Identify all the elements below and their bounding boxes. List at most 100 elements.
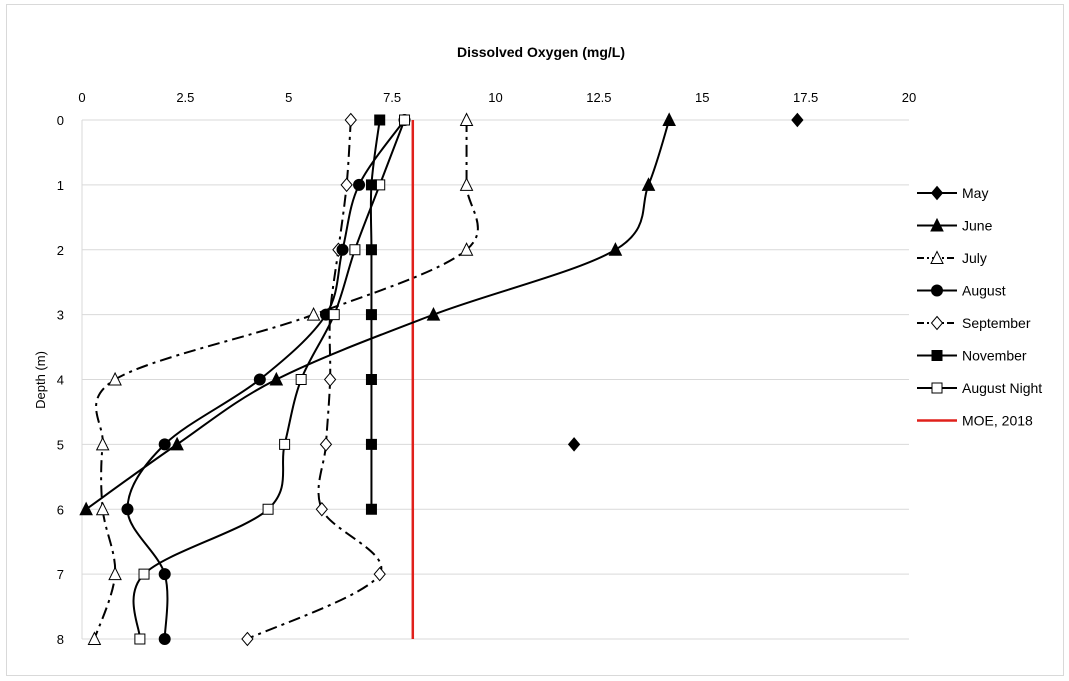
data-point xyxy=(349,244,361,256)
series-june xyxy=(79,112,676,516)
chart-frame xyxy=(6,4,1064,676)
y-tick-label: 0 xyxy=(57,113,64,128)
data-point xyxy=(373,566,386,582)
data-point xyxy=(353,178,366,191)
data-point xyxy=(269,371,284,386)
x-tick-label: 12.5 xyxy=(586,90,611,105)
data-point xyxy=(295,374,307,385)
y-tick-label: 2 xyxy=(57,243,64,258)
gridlines xyxy=(81,119,909,640)
x-tick-label: 5 xyxy=(285,90,292,105)
data-point xyxy=(365,244,377,256)
data-point xyxy=(365,503,377,515)
y-tick-label: 6 xyxy=(57,502,64,517)
data-point xyxy=(315,501,328,517)
legend-marker xyxy=(930,315,944,331)
y-tick-label: 5 xyxy=(57,437,64,452)
data-point xyxy=(426,307,441,321)
y-tick-label: 4 xyxy=(57,373,64,388)
data-point xyxy=(641,177,656,191)
legend-item: September xyxy=(917,315,1031,331)
data-point xyxy=(138,568,150,580)
data-point xyxy=(567,437,581,452)
plot-series xyxy=(79,112,804,647)
legend-marker xyxy=(931,382,943,394)
legend-label: MOE, 2018 xyxy=(962,413,1033,429)
series-line xyxy=(93,120,479,640)
legend-item: July xyxy=(917,250,987,266)
series-november xyxy=(365,114,386,515)
y-tick-label: 1 xyxy=(57,178,64,193)
legend-marker xyxy=(931,284,943,297)
data-point xyxy=(262,503,274,515)
y-tick-label: 3 xyxy=(57,308,64,323)
data-point xyxy=(279,438,291,450)
data-point xyxy=(241,631,254,647)
data-point xyxy=(306,307,321,321)
data-point xyxy=(365,438,377,450)
data-point xyxy=(344,112,357,128)
legend-marker xyxy=(931,350,943,361)
data-point xyxy=(319,437,333,452)
data-point xyxy=(323,372,337,387)
data-point xyxy=(374,114,386,126)
legend-label: September xyxy=(962,315,1031,331)
data-point xyxy=(87,631,102,645)
data-point xyxy=(459,177,474,191)
data-point xyxy=(662,112,676,126)
data-point xyxy=(108,566,122,581)
legend-item: MOE, 2018 xyxy=(917,413,1033,429)
x-tick-label: 0 xyxy=(78,90,85,105)
data-point xyxy=(158,633,171,645)
x-tick-label: 10 xyxy=(488,90,502,105)
chart-title: Dissolved Oxygen (mg/L) xyxy=(457,44,625,60)
x-tick-label: 7.5 xyxy=(383,90,401,105)
legend-marker xyxy=(930,250,944,264)
legend-label: May xyxy=(962,185,988,201)
data-point xyxy=(95,501,110,516)
data-point xyxy=(253,373,266,386)
legend-marker xyxy=(930,185,944,201)
legend-item: August Night xyxy=(917,380,1042,396)
data-point xyxy=(108,371,122,386)
y-tick-label: 7 xyxy=(57,567,64,582)
x-tick-label: 20 xyxy=(902,90,916,105)
data-point xyxy=(134,633,146,645)
data-point xyxy=(340,177,353,193)
data-point xyxy=(158,438,171,451)
data-point xyxy=(399,114,411,126)
data-point xyxy=(791,112,804,128)
data-point xyxy=(170,436,184,451)
legend-label: November xyxy=(962,348,1027,364)
data-point xyxy=(328,309,340,321)
legend-item: August xyxy=(917,283,1006,299)
data-point xyxy=(336,243,349,256)
data-point xyxy=(121,503,134,516)
data-point xyxy=(459,112,474,126)
legend-label: August Night xyxy=(962,380,1042,396)
legend-label: August xyxy=(962,283,1006,299)
legend-item: June xyxy=(917,218,993,234)
y-tick-labels: 0 1 2 3 4 5 6 7 8 xyxy=(57,113,64,647)
legend-label: July xyxy=(962,250,987,266)
x-tick-label: 2.5 xyxy=(176,90,194,105)
x-tick-label: 17.5 xyxy=(793,90,818,105)
y-axis-label: Depth (m) xyxy=(33,351,48,409)
data-point xyxy=(608,242,623,256)
data-point xyxy=(365,374,377,385)
data-point xyxy=(365,309,377,321)
data-point xyxy=(95,436,110,451)
y-tick-label: 8 xyxy=(57,632,64,647)
legend-item: May xyxy=(917,185,988,201)
legend-item: November xyxy=(917,348,1027,364)
legend: May June July August September November August… xyxy=(917,185,1042,429)
x-tick-label: 15 xyxy=(695,90,709,105)
legend-label: June xyxy=(962,218,993,234)
data-point xyxy=(79,501,93,516)
series-july xyxy=(87,112,479,645)
series-may xyxy=(567,112,804,452)
legend-marker xyxy=(930,217,944,232)
data-point xyxy=(365,179,377,191)
data-point xyxy=(158,568,171,581)
